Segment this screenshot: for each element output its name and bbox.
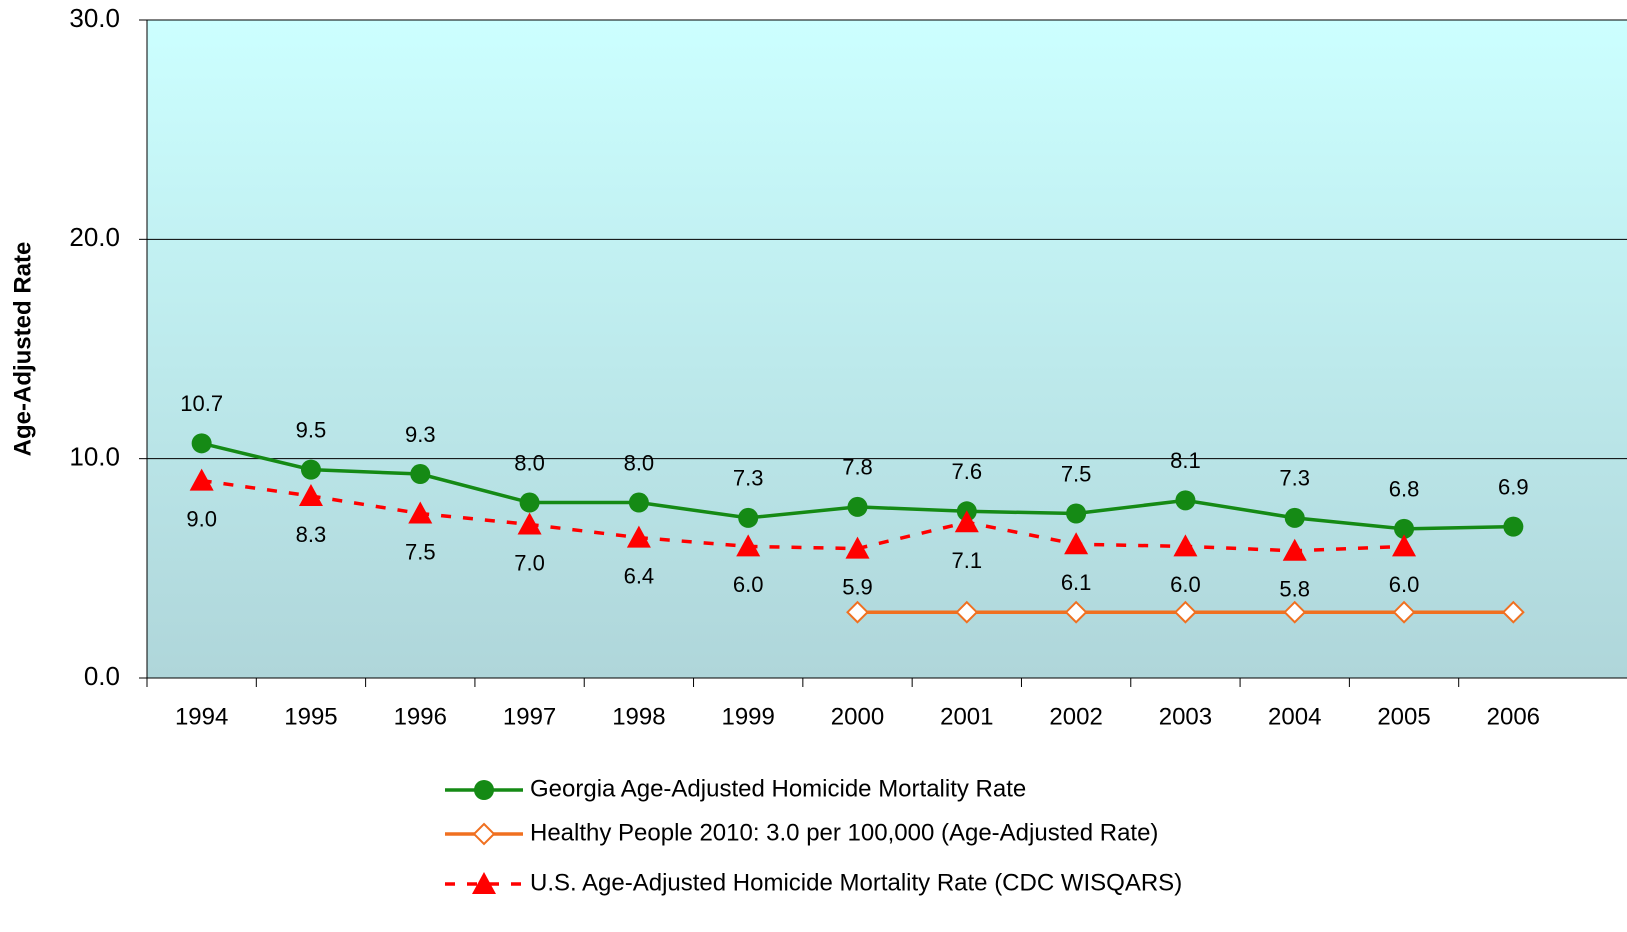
data-label: 7.0 [514,550,545,575]
data-label: 5.8 [1279,577,1310,602]
point [1503,516,1524,537]
point [847,496,868,517]
x-tick-label: 1994 [175,703,228,730]
data-label: 6.1 [1061,570,1092,595]
data-label: 8.1 [1170,448,1201,473]
data-label: 9.0 [186,506,217,531]
point [1392,534,1417,557]
point [1282,538,1307,561]
x-tick-label: 1998 [612,703,665,730]
point [1283,600,1307,624]
data-label: 8.3 [296,522,327,547]
data-label: 6.0 [1170,572,1201,597]
data-label: 7.6 [952,459,983,484]
data-label: 8.0 [624,450,655,475]
data-label: 6.0 [1389,572,1420,597]
data-label: 7.1 [952,548,983,573]
point [1284,507,1305,528]
point [1175,490,1196,511]
x-tick-label: 2000 [831,703,884,730]
plot-area [147,20,1627,678]
point [1064,600,1088,624]
point [1392,600,1416,624]
point [1064,532,1089,555]
point [1066,503,1087,524]
y-tick-label: 20.0 [69,222,120,252]
point [410,464,431,485]
legend-marker [474,780,494,800]
data-label: 6.0 [733,572,764,597]
point [626,525,651,548]
point [955,600,979,624]
point [1174,600,1197,624]
x-tick-label: 2002 [1049,703,1102,730]
point [191,433,212,454]
point [300,459,321,480]
data-label: 9.5 [296,417,327,442]
x-tick-label: 1995 [284,703,337,730]
data-label: 7.5 [1061,461,1092,486]
data-label: 10.7 [180,391,223,416]
point [954,510,979,533]
point [738,507,759,528]
data-label: 6.4 [624,563,655,588]
point [298,483,323,506]
data-label: 8.0 [514,450,545,475]
x-tick-label: 2001 [940,703,993,730]
x-tick-label: 2005 [1377,703,1430,730]
data-label: 7.3 [1279,466,1310,491]
x-tick-label: 1997 [503,703,556,730]
y-tick-label: 0.0 [84,661,120,691]
point [408,501,433,524]
x-tick-label: 1996 [394,703,447,730]
y-tick-label: 10.0 [69,442,120,472]
data-label: 7.8 [842,455,873,480]
data-label: 5.9 [842,574,873,599]
data-label: 6.9 [1498,474,1529,499]
legend-label: Georgia Age-Adjusted Homicide Mortality … [530,775,1026,802]
y-axis-title: Age-Adjusted Rate [9,242,36,457]
legend-marker [472,872,496,894]
x-tick-label: 2003 [1159,703,1212,730]
data-label: 7.5 [405,539,436,564]
x-tick-label: 2004 [1268,703,1321,730]
legend-label: U.S. Age-Adjusted Homicide Mortality Rat… [530,869,1182,896]
y-tick-label: 30.0 [69,3,120,33]
series-line [201,478,1405,553]
legend-marker [472,822,496,846]
point [189,468,214,491]
data-label: 7.3 [733,466,764,491]
point [517,512,542,535]
point [1394,518,1415,539]
x-tick-label: 2006 [1487,703,1540,730]
point [1501,600,1525,624]
legend-label: Healthy People 2010: 3.0 per 100,000 (Ag… [530,819,1158,846]
point [519,492,540,513]
point [628,492,649,513]
point [846,600,869,624]
point [845,536,870,559]
point [1173,534,1198,557]
point [736,534,761,557]
data-label: 9.3 [405,422,436,447]
x-tick-label: 1999 [721,703,774,730]
data-label: 6.8 [1389,477,1420,502]
